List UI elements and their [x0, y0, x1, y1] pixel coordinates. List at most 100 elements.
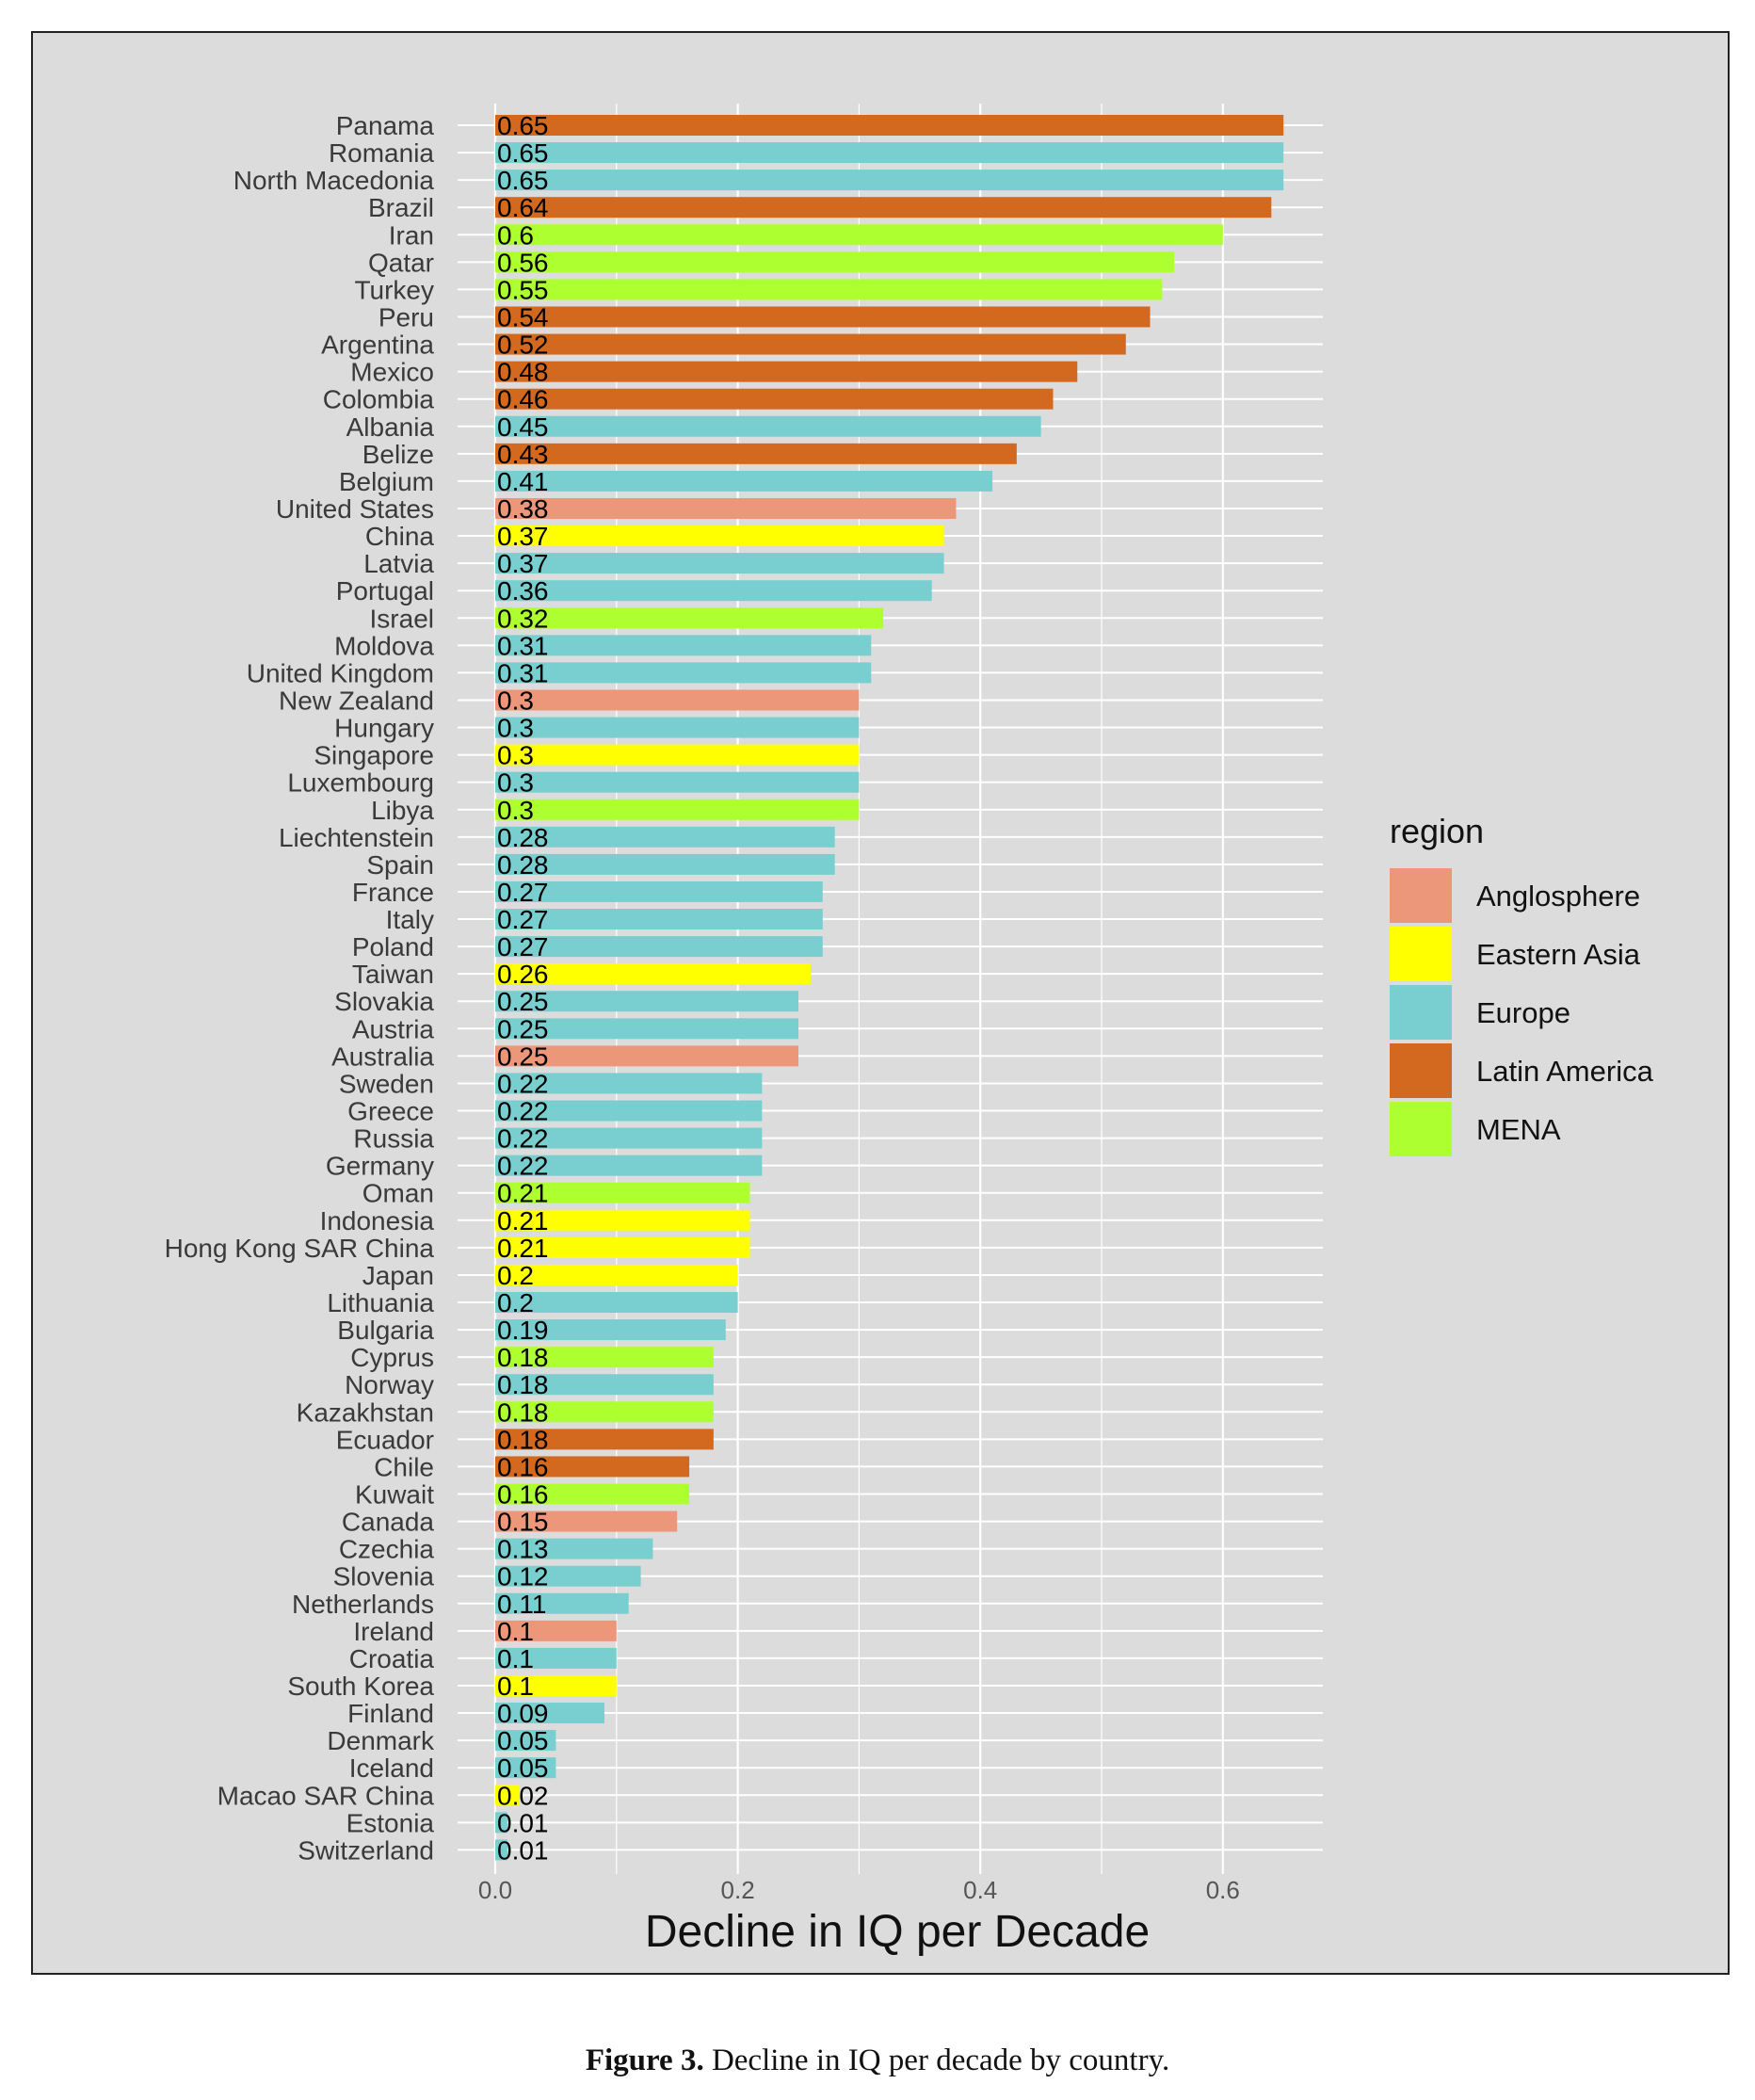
x-tick-label: 0.4: [963, 1876, 997, 1904]
bar-value-label: 0.01: [497, 1808, 549, 1837]
category-label: South Korea: [287, 1672, 434, 1701]
bar-value-label: 0.2: [497, 1261, 534, 1290]
bar: [495, 415, 1041, 437]
bar-value-label: 0.46: [497, 385, 549, 414]
category-label: Ireland: [353, 1617, 434, 1646]
category-label: Peru: [378, 302, 434, 331]
bar-value-label: 0.22: [497, 1124, 549, 1154]
category-label: Canada: [342, 1508, 435, 1537]
category-label: Switzerland: [298, 1835, 434, 1865]
bar-value-label: 0.56: [497, 248, 549, 277]
bar-value-label: 0.09: [497, 1699, 549, 1728]
bar: [495, 525, 944, 547]
bar: [495, 1073, 763, 1094]
category-label: United States: [276, 494, 434, 524]
bar-value-label: 0.18: [497, 1343, 549, 1372]
bar: [495, 1620, 617, 1641]
category-label: Macao SAR China: [217, 1781, 435, 1810]
bar: [495, 497, 957, 519]
bar: [495, 224, 1223, 246]
bar: [495, 470, 993, 492]
bar: [495, 1236, 750, 1258]
category-label: Greece: [347, 1097, 434, 1126]
bar: [495, 553, 944, 574]
bar-value-label: 0.37: [497, 522, 549, 551]
bar: [495, 1264, 738, 1285]
bar-value-label: 0.36: [497, 576, 549, 606]
category-label: Australia: [331, 1042, 434, 1071]
bar: [495, 580, 932, 602]
category-label: Lithuania: [327, 1288, 434, 1317]
category-label: Bulgaria: [337, 1316, 434, 1345]
bar: [495, 991, 798, 1012]
bar: [495, 388, 1054, 410]
bar-value-label: 0.16: [497, 1480, 549, 1510]
category-label: Luxembourg: [287, 768, 434, 798]
legend-title: region: [1390, 812, 1484, 850]
bar-value-label: 0.37: [497, 549, 549, 578]
bar-value-label: 0.16: [497, 1452, 549, 1481]
bar: [495, 279, 1163, 300]
bar-value-label: 0.32: [497, 604, 549, 633]
legend-entry: Anglosphere: [1476, 880, 1640, 913]
bar-value-label: 0.02: [497, 1781, 549, 1810]
figure-caption: Figure 3. Decline in IQ per decade by co…: [0, 2043, 1755, 2078]
bar: [495, 361, 1078, 382]
bar: [495, 333, 1126, 355]
bar-value-label: 0.54: [497, 302, 549, 331]
category-label: Singapore: [314, 741, 434, 770]
legend-swatch: [1390, 1043, 1452, 1098]
bar: [495, 1045, 798, 1067]
bar: [495, 1018, 798, 1040]
category-label: Taiwan: [352, 960, 434, 989]
legend-swatch: [1390, 927, 1452, 981]
bar: [495, 717, 860, 738]
bar: [495, 1483, 690, 1505]
bar: [495, 1456, 690, 1478]
bar: [495, 1401, 714, 1423]
category-label: Chile: [374, 1452, 434, 1481]
legend-swatch: [1390, 985, 1452, 1040]
category-label: Argentina: [321, 331, 434, 360]
bar-value-label: 0.05: [497, 1726, 549, 1755]
bar-value-label: 0.1: [497, 1644, 534, 1673]
bar-value-label: 0.19: [497, 1316, 549, 1345]
category-label: Brazil: [368, 193, 434, 222]
bar: [495, 443, 1017, 464]
bar-value-label: 0.21: [497, 1206, 549, 1236]
bar-value-label: 0.3: [497, 741, 534, 770]
bar-value-label: 0.31: [497, 631, 549, 660]
category-label: Croatia: [349, 1644, 435, 1673]
bar-value-label: 0.12: [497, 1562, 549, 1591]
bar-value-label: 0.64: [497, 193, 549, 222]
category-label: Libya: [371, 796, 434, 825]
category-label: Cyprus: [350, 1343, 434, 1372]
bar: [495, 771, 860, 793]
bar-value-label: 0.3: [497, 768, 534, 798]
category-label: Turkey: [354, 275, 434, 304]
category-label: Hungary: [334, 714, 434, 743]
category-label: Liechtenstein: [279, 823, 434, 852]
category-label: Spain: [366, 850, 434, 880]
bar-value-label: 0.43: [497, 440, 549, 469]
category-label: Italy: [386, 905, 434, 934]
category-label: Indonesia: [320, 1206, 435, 1236]
bar-value-label: 0.26: [497, 960, 549, 989]
category-label: Slovakia: [334, 987, 434, 1016]
category-label: United Kingdom: [247, 658, 434, 687]
x-axis-title: Decline in IQ per Decade: [645, 1907, 1150, 1957]
bar: [495, 251, 1175, 273]
bar-value-label: 0.3: [497, 686, 534, 715]
bar: [495, 607, 884, 629]
category-label: Romania: [329, 138, 434, 168]
legend-entry: MENA: [1476, 1113, 1561, 1146]
legend: region Anglosphere Eastern Asia Europe Lati…: [1390, 812, 1654, 1156]
bar-value-label: 0.41: [497, 467, 549, 496]
bar: [495, 1647, 617, 1669]
bar: [495, 1674, 617, 1696]
bar: [495, 306, 1151, 328]
category-label: Mexico: [350, 358, 434, 387]
category-label: Ecuador: [336, 1425, 434, 1454]
bar-value-label: 0.27: [497, 905, 549, 934]
